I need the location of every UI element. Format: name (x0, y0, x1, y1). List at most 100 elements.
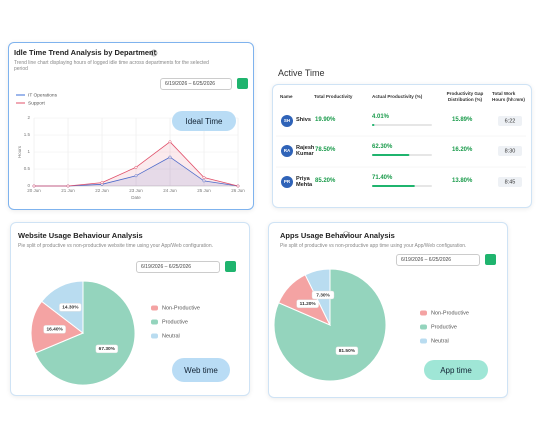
actual-productivity: 71.40% (372, 175, 393, 181)
y-axis-label: Hours (17, 145, 22, 158)
point (236, 184, 240, 188)
avatar (281, 176, 293, 188)
gap-distribution: 13.80% (452, 178, 473, 184)
total-productivity: 19.90% (315, 117, 336, 123)
web-time-button[interactable]: Web time (172, 358, 230, 382)
x-tick-label: 22 Jun (95, 188, 109, 193)
progress-bar (372, 154, 410, 156)
label-box (95, 344, 119, 354)
web-subtitle: Pie split of productive vs non-productiv… (18, 243, 214, 249)
total-productivity: 78.50% (315, 147, 336, 153)
column-header: Productivity Gap Distribution (%) (446, 91, 484, 102)
active-title: Active Time (278, 68, 325, 78)
total-productivity: 85.20% (315, 178, 336, 184)
hours-pill (498, 116, 522, 126)
work-hours: 8:30 (505, 148, 516, 154)
slice-label: 67.30% (99, 346, 116, 352)
hours-pill (498, 146, 522, 156)
point (134, 165, 138, 169)
x-tick-label: 26 Jun (231, 188, 245, 193)
work-hours: 8:45 (505, 179, 516, 185)
legend-swatch (420, 338, 427, 344)
area (34, 141, 238, 186)
gap-distribution: 16.20% (452, 147, 473, 153)
x-tick-label: 21 Jun (61, 188, 75, 193)
actual-productivity: 62.30% (372, 144, 393, 150)
apps-subtitle: Pie split of productive vs non-productiv… (280, 243, 467, 249)
legend-swatch (420, 310, 427, 316)
point (66, 184, 70, 188)
app-time-button[interactable]: App time (424, 360, 488, 380)
slice-label: 81.50% (339, 348, 356, 354)
name: Rajesh Kumar (296, 144, 315, 158)
avatar (281, 115, 293, 127)
legend-label: IT Operations (28, 92, 58, 98)
point (202, 176, 206, 179)
point (32, 184, 36, 188)
progress-track (372, 124, 432, 126)
legend-swatch (151, 319, 158, 325)
legend-swatch (151, 333, 158, 339)
label-box (296, 299, 319, 308)
active-card (272, 84, 532, 208)
work-hours: 6:22 (505, 118, 516, 124)
avatar (281, 145, 293, 157)
idle-subtitle: Trend line chart displaying hours of log… (14, 60, 209, 72)
legend-label: Support (28, 100, 45, 106)
info-icon (343, 231, 349, 237)
legend-label: Neutral (162, 333, 180, 339)
y-tick-label: 0.5 (24, 166, 31, 171)
web-title: Website Usage Behaviour Analysis (18, 231, 143, 240)
label-box (311, 290, 335, 300)
point (202, 179, 206, 183)
y-tick-label: 0 (27, 183, 30, 188)
download-button[interactable] (225, 261, 236, 272)
legend-label: Productive (431, 324, 457, 330)
slice-label: 14.30% (62, 305, 79, 311)
actual-productivity: 4.01% (372, 114, 390, 120)
gap-distribution: 15.89% (452, 117, 473, 123)
area (34, 157, 238, 186)
point (168, 155, 172, 159)
date-range[interactable]: 6/19/2026 – 6/25/2026 (160, 78, 232, 90)
date-range[interactable]: 6/19/2026 – 6/25/2026 (136, 261, 220, 273)
legend-swatch (151, 305, 158, 311)
legend-label: Neutral (431, 338, 449, 344)
download-button[interactable] (485, 254, 496, 265)
apps-title: Apps Usage Behaviour Analysis (280, 231, 395, 240)
pie-slice (34, 280, 136, 386)
slice-label: 11.20% (300, 301, 317, 307)
slice-label: 16.40% (46, 327, 63, 333)
date-range[interactable]: 6/19/2026 – 6/25/2026 (396, 254, 480, 266)
point (100, 181, 104, 185)
legend-swatch (420, 324, 427, 330)
column-header: Actual Productivity (%) (372, 94, 423, 99)
point (134, 174, 138, 178)
slice-label: 7.30% (316, 292, 330, 298)
hours-pill (498, 177, 522, 187)
avatar-initials: PR (284, 179, 291, 184)
x-tick-label: 25 Jun (197, 188, 211, 193)
legend-label: Non-Productive (431, 310, 469, 316)
ideal-time-button[interactable]: Ideal Time (172, 111, 236, 131)
legend-label: Non-Productive (162, 305, 200, 311)
progress-bar (372, 124, 375, 126)
point (168, 140, 172, 144)
download-button[interactable] (237, 78, 248, 89)
avatar-initials: SH (284, 118, 290, 123)
column-header: Total Productivity (314, 94, 353, 99)
info-icon (150, 49, 158, 57)
label-box (335, 346, 359, 355)
x-tick-label: 23 Jun (129, 188, 143, 193)
legend-label: Productive (162, 319, 188, 325)
x-tick-label: 20 Jun (27, 188, 41, 193)
name: Shivs (296, 117, 311, 123)
column-header: Name (280, 94, 293, 99)
idle-title: Idle Time Trend Analysis by Department (14, 48, 157, 57)
progress-bar (372, 185, 415, 187)
x-axis-label: Date (131, 195, 141, 200)
avatar-initials: RA (284, 148, 291, 153)
column-header: Total Work Hours (hh:mm) (492, 91, 525, 102)
label-box (43, 325, 66, 334)
